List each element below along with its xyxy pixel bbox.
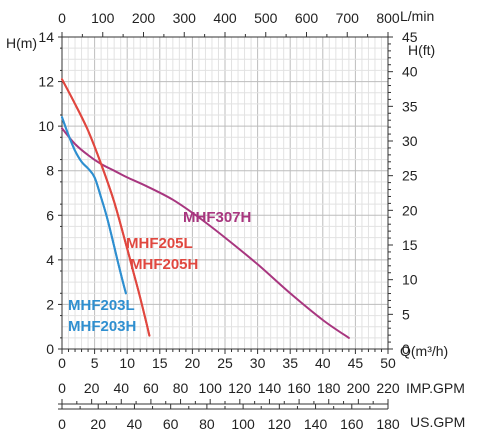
imp-tick-label: 40 (113, 380, 129, 396)
top-tick-label: 300 (173, 10, 197, 26)
bottom-tick-label: 40 (315, 355, 331, 371)
left-tick-label: 10 (38, 118, 54, 134)
right-tick-label: 20 (402, 202, 418, 218)
series-line-mhf205h (61, 78, 151, 337)
bottom-tick-label: 15 (152, 355, 168, 371)
us-gpm-axis-title: US.GPM (410, 414, 465, 430)
us-tick-label: 60 (163, 416, 179, 432)
bottom-tick-label: 45 (348, 355, 364, 371)
right-tick-label: 15 (402, 237, 418, 253)
top-tick-label: 0 (58, 10, 66, 26)
series-line-mhf203h (61, 116, 127, 295)
us-tick-label: 160 (340, 416, 364, 432)
imp-tick-label: 120 (228, 380, 252, 396)
right-tick-label: 10 (402, 272, 418, 288)
left-tick-label: 4 (46, 252, 54, 268)
left-tick-label: 8 (46, 163, 54, 179)
top-tick-label: 500 (254, 10, 278, 26)
us-tick-label: 80 (199, 416, 215, 432)
top-axis-title: L/min (400, 8, 434, 24)
imp-gpm-axis-title: IMP.GPM (406, 380, 465, 396)
imp-tick-label: 220 (376, 380, 400, 396)
left-tick-label: 12 (38, 74, 54, 90)
imp-tick-label: 180 (317, 380, 341, 396)
top-tick-label: 200 (132, 10, 156, 26)
top-tick-label: 100 (91, 10, 115, 26)
imp-tick-label: 0 (58, 380, 66, 396)
right-tick-label: 40 (402, 64, 418, 80)
series-label-mhf307h: MHF307H (183, 209, 251, 226)
left-tick-label: 2 (46, 296, 54, 312)
imp-tick-label: 160 (287, 380, 311, 396)
right-tick-label: 30 (402, 133, 418, 149)
left-axis-title: H(m) (6, 35, 37, 51)
us-tick-label: 100 (231, 416, 255, 432)
bottom-tick-label: 5 (91, 355, 99, 371)
imp-tick-label: 100 (199, 380, 223, 396)
right-tick-label: 25 (402, 168, 418, 184)
series-label-mhf205h: MHF205H (130, 256, 198, 273)
imp-tick-label: 60 (143, 380, 159, 396)
top-tick-label: 600 (295, 10, 319, 26)
us-tick-label: 140 (304, 416, 328, 432)
imp-tick-label: 200 (347, 380, 371, 396)
left-tick-label: 6 (46, 207, 54, 223)
series-line-mhf307h (61, 127, 350, 339)
right-tick-label: 35 (402, 98, 418, 114)
bottom-axis-title: Q(m³/h) (400, 343, 448, 359)
right-tick-label: 45 (402, 29, 418, 45)
us-tick-label: 20 (90, 416, 106, 432)
bottom-tick-label: 20 (185, 355, 201, 371)
imp-tick-label: 140 (258, 380, 282, 396)
us-tick-label: 180 (376, 416, 400, 432)
right-tick-label: 5 (402, 306, 410, 322)
series-label-mhf205l: MHF205L (126, 235, 193, 252)
bottom-tick-label: 50 (380, 355, 396, 371)
right-tick-label: 0 (402, 341, 410, 357)
imp-tick-label: 80 (173, 380, 189, 396)
series-label-mhf203l: MHF203L (68, 297, 135, 314)
bottom-tick-label: 25 (217, 355, 233, 371)
us-tick-label: 40 (127, 416, 143, 432)
us-tick-label: 0 (58, 416, 66, 432)
right-axis-title: H(ft) (408, 42, 435, 58)
bottom-tick-label: 0 (58, 355, 66, 371)
top-tick-label: 400 (213, 10, 237, 26)
bottom-tick-label: 30 (250, 355, 266, 371)
series-lines (61, 78, 350, 339)
top-tick-label: 700 (336, 10, 360, 26)
imp-tick-label: 20 (84, 380, 100, 396)
grid (62, 37, 388, 349)
top-tick-label: 800 (376, 10, 400, 26)
us-tick-label: 120 (268, 416, 292, 432)
left-tick-label: 0 (46, 341, 54, 357)
left-tick-label: 14 (38, 29, 54, 45)
bottom-tick-label: 35 (282, 355, 298, 371)
bottom-tick-label: 10 (119, 355, 135, 371)
series-label-mhf203h: MHF203H (68, 318, 136, 335)
